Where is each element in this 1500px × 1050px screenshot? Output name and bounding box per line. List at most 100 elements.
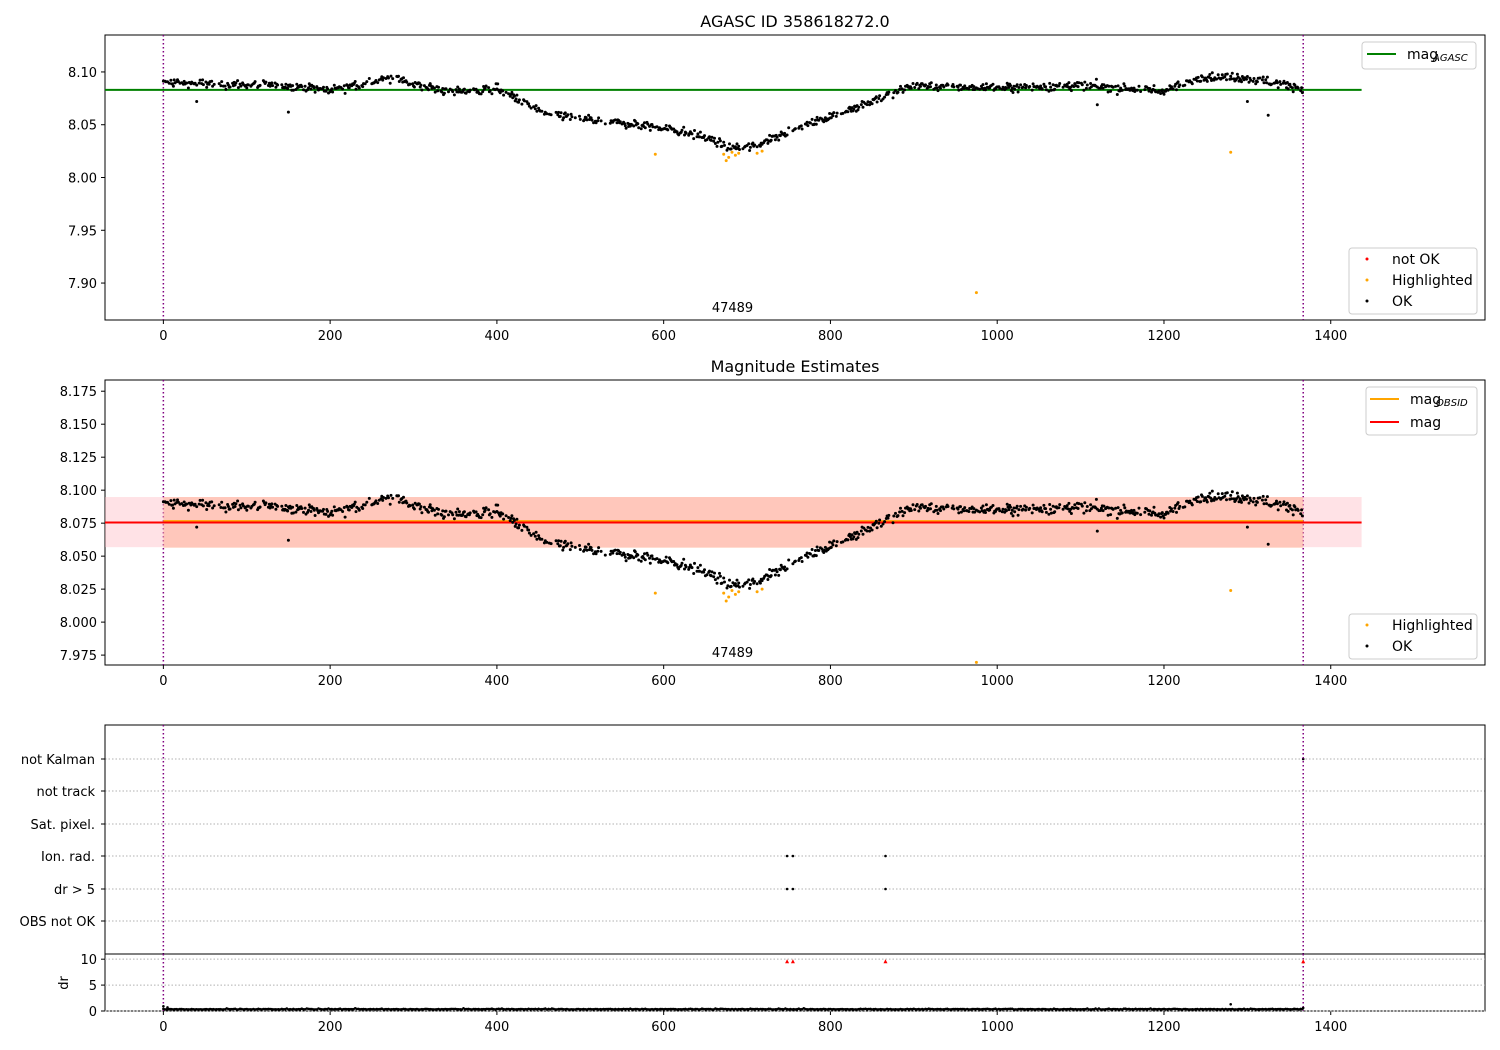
highlighted-point [733, 153, 737, 157]
ok-point [806, 555, 810, 559]
ok-point [1183, 505, 1187, 509]
ok-point [952, 507, 956, 511]
x-tick-label: 600 [651, 1020, 676, 1035]
ok-point [1004, 86, 1008, 90]
ok-point [850, 533, 854, 537]
ok-point [1001, 85, 1005, 89]
ok-point [1069, 89, 1073, 93]
ok-point [258, 505, 262, 509]
ok-point [1178, 83, 1182, 87]
y-tick-label: 8.175 [60, 385, 97, 400]
x-tick-label: 1000 [981, 329, 1014, 344]
ok-point [578, 544, 581, 547]
ok-point [1215, 77, 1218, 81]
ok-point [874, 519, 878, 523]
ok-point [1115, 93, 1119, 96]
ok-point [1202, 499, 1206, 503]
ok-point [376, 502, 380, 505]
ok-point [1013, 510, 1017, 514]
ok-point [817, 118, 821, 122]
legend-marker-highlighted-2 [1365, 623, 1369, 627]
ok-point [245, 508, 249, 512]
ok-point [773, 138, 777, 142]
ok-point [1264, 78, 1268, 82]
ok-point [709, 574, 713, 578]
ok-point [935, 508, 939, 512]
ok-point [643, 552, 646, 556]
ok-point [698, 569, 701, 573]
ok-point [1262, 81, 1266, 85]
ok-point [219, 506, 223, 509]
ok-point [978, 87, 982, 91]
ok-point [712, 575, 716, 579]
ok-point [1176, 501, 1180, 505]
ok-point [1220, 492, 1224, 496]
ok-point [447, 513, 450, 517]
highlighted-point [737, 151, 741, 155]
ok-point [924, 83, 927, 87]
ok-point [167, 502, 171, 506]
ok-point [643, 126, 647, 130]
ok-point [569, 112, 573, 116]
ok-point [967, 87, 971, 91]
ok-point [596, 119, 600, 123]
ok-point [529, 106, 533, 110]
ok-point [828, 540, 832, 544]
ok-point [294, 510, 298, 514]
ok-point [169, 78, 173, 82]
ok-point [295, 504, 299, 507]
flag-label: dr > 5 [54, 883, 95, 898]
ok-point [454, 88, 458, 92]
ok-point [1215, 497, 1218, 501]
flags-panel: not Kalman not track Sat. pixel. Ion. rad. d… [20, 724, 1486, 955]
ok-point [309, 87, 313, 91]
ok-point [1082, 511, 1086, 515]
ok-point [527, 531, 531, 535]
ok-point [813, 549, 817, 552]
ok-point [760, 579, 764, 583]
ok-point [343, 91, 347, 95]
ok-point [1010, 508, 1014, 512]
ok-point [1115, 516, 1119, 520]
ok-point [692, 572, 696, 575]
ok-point [866, 525, 870, 529]
ok-point [841, 111, 845, 115]
ok-point [427, 88, 430, 92]
ok-point [1085, 83, 1089, 87]
ok-point [903, 511, 907, 515]
ok-point [696, 132, 700, 136]
ok-point [397, 500, 401, 504]
ok-point [829, 116, 833, 120]
ok-point [1053, 510, 1057, 514]
ok-point [585, 118, 589, 122]
legend-label-highlighted: Highlighted [1392, 273, 1473, 289]
ok-point [210, 500, 214, 504]
ok-point [428, 503, 432, 507]
ok-point [1047, 512, 1051, 516]
y-tick-label: 8.05 [68, 119, 97, 134]
ok-point [561, 548, 565, 552]
ok-point [510, 90, 514, 94]
ok-point [1235, 72, 1239, 76]
ok-point [745, 580, 749, 584]
ok-point [1265, 81, 1268, 85]
ok-point [1044, 88, 1048, 92]
ok-point [951, 83, 955, 86]
ok-point [367, 496, 371, 500]
magnitude-point-legend-box [1348, 613, 1478, 660]
ok-point [624, 559, 628, 563]
highlighted-point [722, 152, 726, 156]
ok-point [1262, 502, 1266, 506]
ok-point [698, 563, 702, 567]
ok-point [1132, 508, 1136, 512]
ok-point [878, 94, 882, 98]
flag-point [785, 887, 789, 891]
ok-point [648, 561, 652, 565]
x-tick-label: 0 [159, 1020, 167, 1035]
ok-point [341, 510, 345, 513]
ok-point [280, 504, 284, 508]
ok-point [690, 566, 694, 570]
ok-point [1010, 86, 1014, 90]
ok-point [942, 85, 946, 89]
ok-point [313, 90, 317, 94]
